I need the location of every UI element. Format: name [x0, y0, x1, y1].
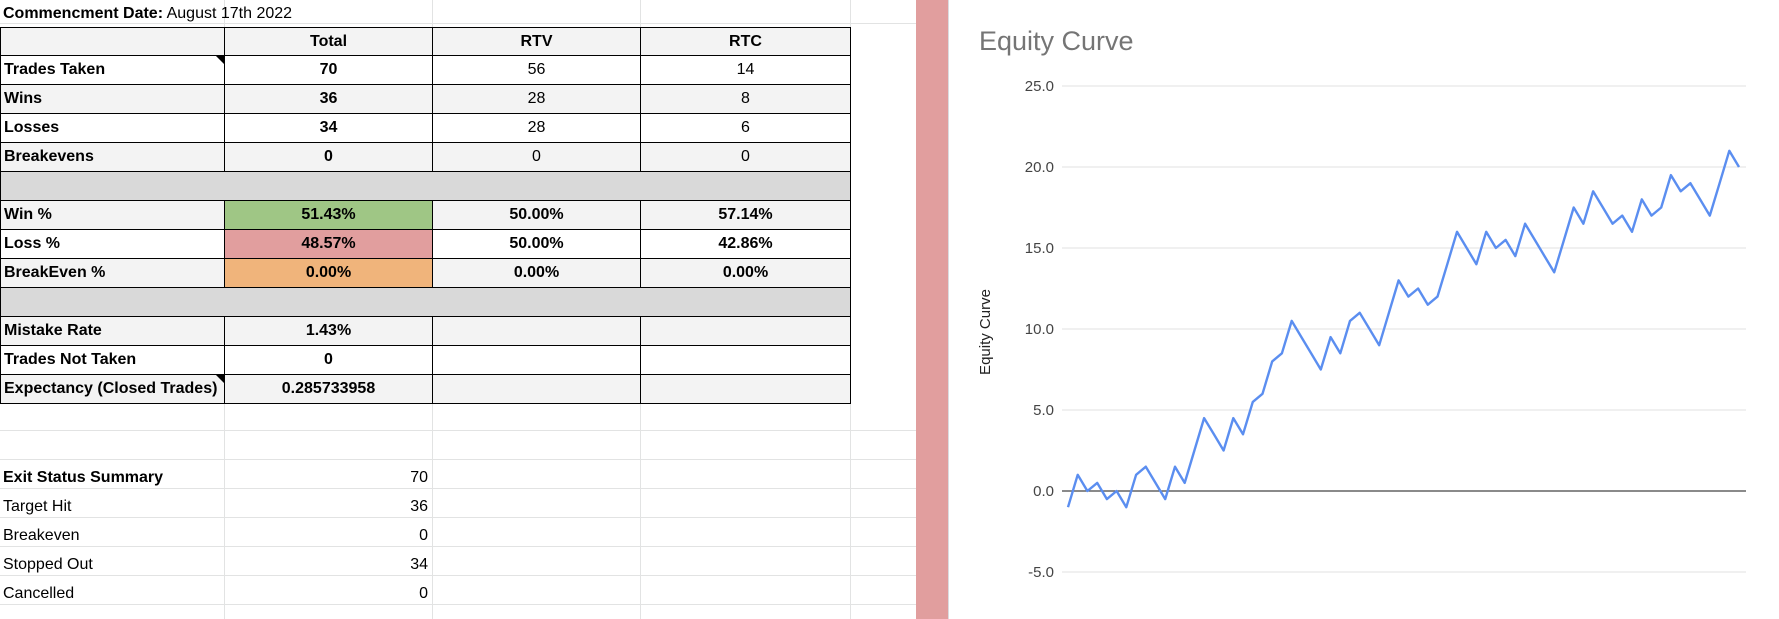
exit-breakeven-label[interactable]: Breakeven — [3, 527, 80, 544]
cell-breakevens-rtc[interactable]: 0 — [640, 142, 851, 172]
comment-indicator-icon[interactable] — [215, 374, 224, 383]
cell-trades-not-taken-rtc[interactable] — [640, 345, 851, 375]
grid-line — [0, 23, 916, 24]
y-axis-label: Equity Curve — [977, 289, 994, 375]
exit-cancelled-label[interactable]: Cancelled — [3, 585, 75, 602]
row-label-mistake-rate[interactable]: Mistake Rate — [0, 316, 225, 346]
y-tick-label: 10.0 — [1025, 321, 1054, 338]
y-tick-label: -5.0 — [1028, 564, 1054, 581]
row-label-win-pct[interactable]: Win % — [0, 200, 225, 230]
cell-mistake-rate-rtv[interactable] — [432, 316, 641, 346]
cell-loss-pct-total[interactable]: 48.57% — [224, 229, 433, 259]
cell-expectancy-total[interactable]: 0.285733958 — [224, 374, 433, 404]
chart-plot: 25.0 20.0 15.0 10.0 5.0 0.0 -5.0 Equity Curve — [977, 78, 1746, 581]
cell-loss-pct-rtc[interactable]: 42.86% — [640, 229, 851, 259]
y-tick-label: 5.0 — [1033, 402, 1054, 419]
commencement-date[interactable]: Commencment Date: August 17th 2022 — [0, 0, 400, 27]
exit-stopped-out-label[interactable]: Stopped Out — [3, 556, 93, 573]
row-label-trades-not-taken[interactable]: Trades Not Taken — [0, 345, 225, 375]
cell-losses-rtv[interactable]: 28 — [432, 113, 641, 143]
row-label-losses[interactable]: Losses — [0, 113, 225, 143]
cell-breakeven-pct-rtc[interactable]: 0.00% — [640, 258, 851, 288]
cell-trades-total[interactable]: 70 — [224, 55, 433, 85]
chart-title: Equity Curve — [979, 26, 1134, 56]
cell-expectancy-rtv[interactable] — [432, 374, 641, 404]
y-tick-label: 20.0 — [1025, 159, 1054, 176]
header-total[interactable]: Total — [224, 27, 433, 56]
exit-summary-title[interactable]: Exit Status Summary — [3, 469, 164, 486]
row-label-expectancy[interactable]: Expectancy (Closed Trades) — [0, 374, 225, 404]
grid-line — [0, 430, 916, 431]
commencement-value: August 17th 2022 — [163, 4, 293, 22]
cell-losses-rtc[interactable]: 6 — [640, 113, 851, 143]
exit-target-hit-label[interactable]: Target Hit — [3, 498, 72, 515]
row-label-breakevens[interactable]: Breakevens — [0, 142, 225, 172]
y-tick-label: 0.0 — [1033, 483, 1054, 500]
grid-line — [0, 517, 916, 518]
cell-wins-total[interactable]: 36 — [224, 84, 433, 114]
cell-win-pct-total[interactable]: 51.43% — [224, 200, 433, 230]
cell-trades-not-taken-total[interactable]: 0 — [224, 345, 433, 375]
cell-breakeven-pct-rtv[interactable]: 0.00% — [432, 258, 641, 288]
cell-breakeven-pct-total[interactable]: 0.00% — [224, 258, 433, 288]
separator-row[interactable] — [0, 287, 851, 317]
exit-target-hit-value[interactable]: 36 — [410, 498, 428, 515]
exit-stopped-out-value[interactable]: 34 — [410, 556, 428, 573]
separator-row[interactable] — [0, 171, 851, 201]
grid-line — [0, 488, 916, 489]
cell-trades-rtv[interactable]: 56 — [432, 55, 641, 85]
cell-breakevens-total[interactable]: 0 — [224, 142, 433, 172]
row-label-wins[interactable]: Wins — [0, 84, 225, 114]
column-divider-bar[interactable] — [916, 0, 948, 619]
cell-loss-pct-rtv[interactable]: 50.00% — [432, 229, 641, 259]
header-rtc[interactable]: RTC — [640, 27, 851, 56]
grid-line — [0, 575, 916, 576]
y-tick-label: 25.0 — [1025, 78, 1054, 95]
cell-mistake-rate-rtc[interactable] — [640, 316, 851, 346]
header-empty-cell[interactable] — [0, 27, 225, 56]
y-tick-label: 15.0 — [1025, 240, 1054, 257]
grid-line — [0, 604, 916, 605]
row-label-breakeven-pct[interactable]: BreakEven % — [0, 258, 225, 288]
cell-trades-rtc[interactable]: 14 — [640, 55, 851, 85]
cell-wins-rtc[interactable]: 8 — [640, 84, 851, 114]
cell-trades-not-taken-rtv[interactable] — [432, 345, 641, 375]
cell-win-pct-rtv[interactable]: 50.00% — [432, 200, 641, 230]
cell-losses-total[interactable]: 34 — [224, 113, 433, 143]
exit-summary-total[interactable]: 70 — [410, 469, 428, 486]
header-rtv[interactable]: RTV — [432, 27, 641, 56]
row-label-loss-pct[interactable]: Loss % — [0, 229, 225, 259]
cell-win-pct-rtc[interactable]: 57.14% — [640, 200, 851, 230]
equity-curve-chart[interactable]: Equity Curve 25.0 20.0 15.0 10.0 5.0 0.0 -5.0 E… — [948, 0, 1779, 619]
grid-line — [0, 459, 916, 460]
cell-breakevens-rtv[interactable]: 0 — [432, 142, 641, 172]
comment-indicator-icon[interactable] — [215, 55, 224, 64]
cell-expectancy-rtc[interactable] — [640, 374, 851, 404]
row-label-trades-taken[interactable]: Trades Taken — [0, 55, 225, 85]
exit-cancelled-value[interactable]: 0 — [419, 585, 428, 602]
spreadsheet-grid[interactable]: Commencment Date: August 17th 2022 Total… — [0, 0, 916, 619]
cell-mistake-rate-total[interactable]: 1.43% — [224, 316, 433, 346]
equity-series-line — [1066, 149, 1741, 509]
commencement-label: Commencment Date: — [3, 4, 164, 22]
exit-breakeven-value[interactable]: 0 — [419, 527, 428, 544]
grid-line — [0, 546, 916, 547]
cell-wins-rtv[interactable]: 28 — [432, 84, 641, 114]
